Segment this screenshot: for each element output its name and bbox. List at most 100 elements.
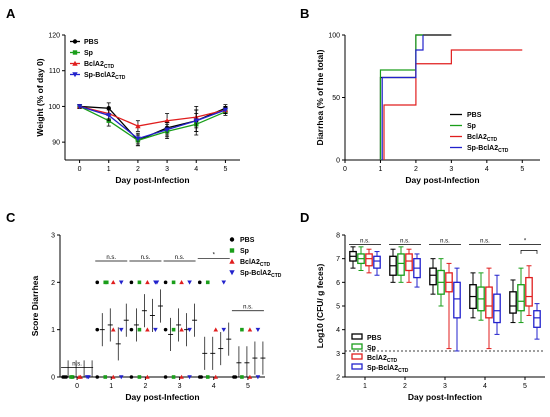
data-point — [106, 113, 112, 119]
score-point — [95, 327, 100, 332]
y-tick-label: 3 — [51, 233, 55, 240]
score-point — [179, 374, 184, 379]
series-line-sp-bcla2ctd — [79, 105, 226, 140]
score-point — [95, 375, 100, 379]
score-point — [110, 327, 116, 332]
x-tick-label: 2 — [403, 383, 407, 390]
score-point — [171, 280, 176, 285]
x-tick-label: 2 — [143, 383, 147, 390]
y-tick-label: 110 — [49, 68, 60, 75]
box — [397, 253, 405, 276]
legend-box — [351, 353, 363, 360]
x-tick-label: 4 — [212, 383, 216, 390]
legend-box — [351, 363, 363, 370]
score-point — [118, 327, 124, 332]
panel-a-weight-chart: 0 1 2 3 4 5 90 100 110 120 Day post-Infection Weigh… — [6, 6, 240, 185]
x-tick-label: 1 — [363, 383, 367, 390]
data-point — [135, 123, 141, 129]
legend-label-pbs: PBS — [367, 335, 382, 342]
panel-d-cfu-boxplot-chart: 1 2 3 4 5 2 3 4 5 6 7 8 Day post-Infection Log10 (CFU… — [300, 210, 545, 402]
box — [533, 310, 541, 328]
score-point — [145, 280, 150, 285]
y-tick-label: 1 — [51, 327, 55, 334]
data-point — [164, 118, 170, 123]
significance-label: n.s. — [106, 255, 116, 261]
y-axis-label: Weight (% of day 0) — [35, 58, 45, 136]
score-point — [103, 375, 108, 379]
score-point — [221, 327, 227, 332]
score-point — [154, 280, 160, 285]
score-point — [129, 327, 134, 332]
y-tick-label: 50 — [332, 95, 340, 102]
significance-label: * — [213, 253, 216, 259]
data-point — [193, 118, 199, 124]
legend-label-bcla2ctd: BclA2CTD — [467, 134, 498, 143]
y-tick-label: 0 — [51, 375, 55, 382]
legend-label-bcla2ctd: BclA2CTD — [84, 61, 115, 70]
score-point — [213, 374, 219, 379]
significance-bracket — [520, 250, 538, 254]
panel-letter: C — [6, 210, 16, 225]
step-line-sp — [379, 34, 423, 160]
x-tick-label: 3 — [165, 166, 169, 173]
legend-label-bcla2ctd: BclA2CTD — [367, 355, 398, 364]
significance-label: n.s. — [480, 238, 490, 244]
x-tick-label: 0 — [78, 166, 82, 173]
score-point — [78, 374, 83, 379]
score-point — [110, 280, 116, 285]
legend-label-sp: Sp — [240, 248, 249, 255]
score-point — [110, 374, 116, 379]
box — [453, 281, 461, 319]
x-tick-label: 5 — [223, 166, 227, 173]
significance-label: n.s. — [175, 255, 185, 261]
box — [485, 286, 493, 319]
legend-label-pbs: PBS — [84, 39, 99, 46]
score-point — [240, 375, 244, 379]
series-line-bcla2ctd — [79, 105, 226, 127]
score-point — [247, 374, 253, 379]
score-point — [240, 327, 244, 332]
score-point — [145, 327, 150, 332]
legend-label-sp-bcla2ctd: Sp-BclA2CTD — [240, 270, 282, 279]
score-point — [197, 280, 202, 285]
score-point — [137, 280, 142, 285]
legend-label-pbs: PBS — [467, 112, 482, 119]
significance-label: n.s. — [440, 238, 450, 244]
legend-label-sp: Sp — [84, 50, 93, 57]
x-tick-label: 3 — [449, 166, 453, 173]
score-point — [255, 375, 261, 380]
y-tick-label: 100 — [328, 33, 340, 40]
significance-label: n.s. — [243, 305, 253, 311]
legend-label-sp-bcla2ctd: Sp-BclA2CTD — [467, 145, 509, 154]
score-point — [104, 280, 109, 285]
score-point — [129, 280, 134, 285]
legend-marker — [72, 72, 78, 78]
x-tick-label: 2 — [414, 166, 418, 173]
x-tick-label: 4 — [194, 166, 198, 173]
score-point — [213, 327, 219, 332]
x-tick-label: 1 — [109, 383, 113, 390]
significance-label: n.s. — [400, 238, 410, 244]
x-axis-label: Day post-Infection — [115, 175, 189, 185]
significance-label: n.s. — [141, 255, 151, 261]
x-tick-label: 0 — [75, 383, 79, 390]
legend-label-sp: Sp — [367, 345, 376, 352]
score-point — [255, 327, 261, 332]
data-point — [135, 136, 141, 142]
significance-label: n.s. — [72, 362, 82, 368]
y-tick-label: 5 — [336, 304, 340, 311]
box — [493, 293, 501, 324]
x-tick-label: 3 — [178, 383, 182, 390]
series-line-sp — [79, 105, 226, 142]
legend-marker — [229, 248, 235, 253]
score-point — [179, 280, 184, 285]
legend-box — [351, 333, 363, 340]
score-point — [187, 375, 192, 380]
score-point — [129, 375, 134, 379]
score-point — [153, 327, 158, 332]
score-point — [171, 375, 176, 379]
legend-label-sp-bcla2ctd: Sp-BclA2CTD — [367, 365, 409, 374]
score-point — [247, 327, 253, 332]
significance-label: * — [524, 238, 527, 244]
